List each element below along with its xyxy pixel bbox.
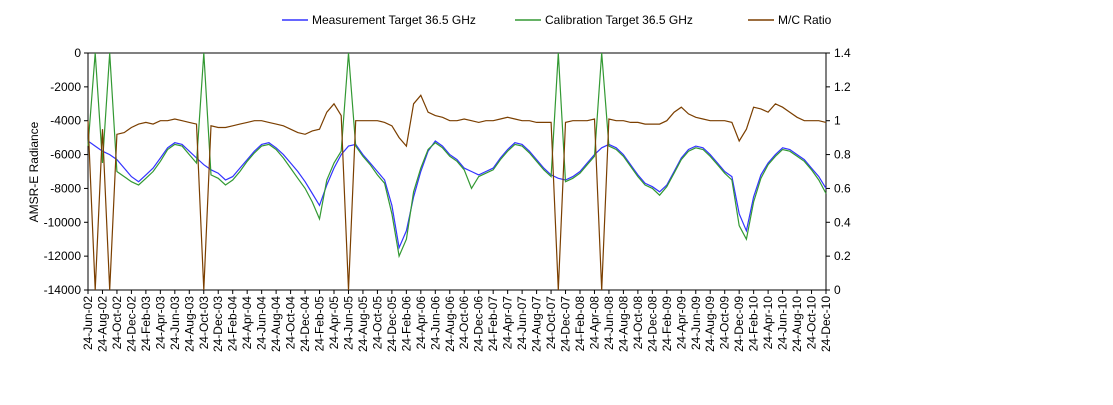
y-tick-label: -10000 [44, 215, 82, 229]
y-tick-label: -8000 [50, 181, 81, 195]
x-tick-label: 24-Apr-08 [587, 296, 601, 350]
x-tick-label: 24-Oct-07 [544, 296, 558, 350]
y2-tick-label: 0.6 [834, 181, 851, 195]
y-tick-label: 0 [74, 46, 81, 60]
y2-tick-label: 1 [834, 114, 841, 128]
series-line [87, 140, 827, 250]
legend-label: M/C Ratio [778, 13, 832, 27]
x-tick-label: 24-Aug-09 [703, 296, 717, 352]
legend-label: Calibration Target 36.5 GHz [545, 13, 693, 27]
x-tick-label: 24-Dec-06 [472, 296, 486, 352]
x-tick-label: 24-Dec-10 [819, 296, 833, 352]
x-tick-label: 24-Oct-06 [457, 296, 471, 350]
x-tick-label: 24-Feb-07 [486, 296, 500, 352]
x-tick-label: 24-Aug-07 [530, 296, 544, 352]
y-tick-label: -2000 [50, 80, 81, 94]
x-tick-label: 24-Apr-04 [240, 296, 254, 350]
y2-tick-label: 0.4 [834, 215, 851, 229]
x-tick-label: 24-Oct-08 [631, 296, 645, 350]
x-tick-label: 24-Dec-05 [385, 296, 399, 352]
y2-tick-label: 0 [834, 283, 841, 297]
y2-tick-label: 1.2 [834, 80, 851, 94]
series-line [87, 52, 827, 259]
x-tick-label: 24-Oct-09 [718, 296, 732, 350]
x-tick-label: 24-Apr-09 [674, 296, 688, 350]
y-tick-label: -14000 [44, 283, 82, 297]
x-tick-label: 24-Jun-04 [255, 296, 269, 350]
x-tick-label: 24-Aug-10 [790, 296, 804, 352]
x-tick-label: 24-Aug-04 [269, 296, 283, 352]
x-tick-label: 24-Oct-10 [805, 296, 819, 350]
x-tick-label: 24-Aug-05 [356, 296, 370, 352]
x-tick-label: 24-Jun-10 [776, 296, 790, 350]
x-tick-label: 24-Aug-03 [182, 296, 196, 352]
y-tick-label: -6000 [50, 148, 81, 162]
x-tick-label: 24-Dec-07 [559, 296, 573, 352]
x-tick-label: 24-Oct-04 [284, 296, 298, 350]
y-tick-label: -12000 [44, 249, 82, 263]
y2-tick-label: 0.8 [834, 148, 851, 162]
x-tick-label: 24-Apr-05 [327, 296, 341, 350]
x-tick-label: 24-Jun-05 [341, 296, 355, 350]
series-line [87, 94, 827, 291]
x-tick-label: 24-Jun-06 [428, 296, 442, 350]
x-tick-label: 24-Feb-03 [139, 296, 153, 352]
x-tick-label: 24-Feb-10 [747, 296, 761, 352]
x-tick-label: 24-Apr-06 [414, 296, 428, 350]
x-tick-label: 24-Aug-08 [616, 296, 630, 352]
x-tick-label: 24-Apr-03 [153, 296, 167, 350]
x-tick-label: 24-Oct-05 [370, 296, 384, 350]
x-tick-label: 24-Oct-03 [197, 296, 211, 350]
x-tick-label: 24-Feb-06 [399, 296, 413, 352]
y2-tick-label: 0.2 [834, 249, 851, 263]
y-axis-label: AMSR-E Radiance [27, 121, 41, 222]
x-tick-label: 24-Oct-02 [110, 296, 124, 350]
y2-tick-label: 1.4 [834, 46, 851, 60]
x-tick-label: 24-Dec-03 [211, 296, 225, 352]
x-tick-label: 24-Jun-07 [515, 296, 529, 350]
x-tick-label: 24-Jun-03 [168, 296, 182, 350]
x-tick-label: 24-Apr-07 [501, 296, 515, 350]
x-tick-label: 24-Apr-10 [761, 296, 775, 350]
x-tick-label: 24-Dec-02 [124, 296, 138, 352]
x-tick-label: 24-Dec-08 [645, 296, 659, 352]
plot-frame [87, 52, 827, 291]
x-tick-label: 24-Dec-09 [732, 296, 746, 352]
x-tick-label: 24-Jun-02 [81, 296, 95, 350]
y-tick-label: -4000 [50, 114, 81, 128]
legend-label: Measurement Target 36.5 GHz [312, 13, 476, 27]
x-tick-label: 24-Jun-08 [602, 296, 616, 350]
x-tick-label: 24-Feb-08 [573, 296, 587, 352]
x-tick-label: 24-Jun-09 [689, 296, 703, 350]
x-tick-label: 24-Aug-02 [95, 296, 109, 352]
x-tick-label: 24-Feb-05 [313, 296, 327, 352]
x-tick-label: 24-Feb-04 [226, 296, 240, 352]
x-tick-label: 24-Feb-09 [660, 296, 674, 352]
x-tick-label: 24-Aug-06 [443, 296, 457, 352]
x-tick-label: 24-Dec-04 [298, 296, 312, 352]
